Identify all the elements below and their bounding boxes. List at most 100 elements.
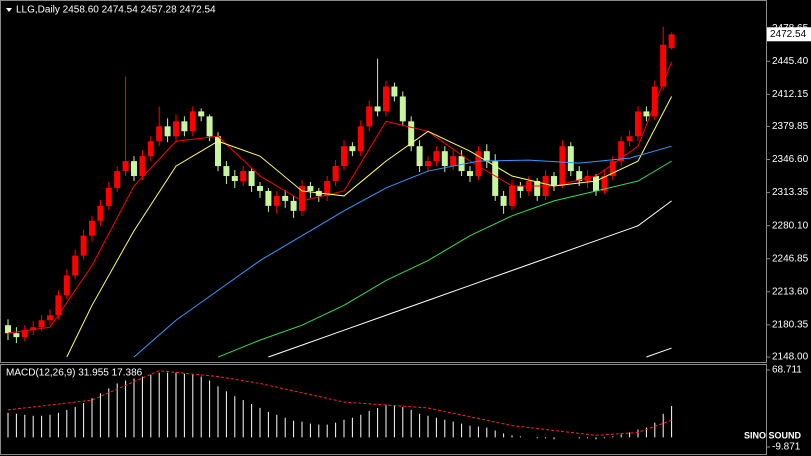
y-tick-label: 2412.15 bbox=[772, 89, 809, 100]
candle-body bbox=[231, 176, 238, 182]
candle-body bbox=[223, 166, 230, 177]
y-tick-label: 2246.85 bbox=[772, 253, 809, 264]
candle-body bbox=[626, 136, 633, 142]
candle-body bbox=[475, 151, 482, 177]
candle-body bbox=[198, 111, 205, 117]
candle-body bbox=[383, 86, 389, 112]
candle-body bbox=[576, 171, 583, 182]
y-tick-label: 2346.60 bbox=[772, 154, 809, 165]
candle-body bbox=[425, 161, 431, 167]
candle-body bbox=[30, 327, 37, 331]
candle-body bbox=[651, 86, 658, 117]
candle-body bbox=[332, 166, 339, 182]
watermark: SINO SOUND bbox=[744, 430, 802, 440]
candle-body bbox=[534, 181, 541, 196]
candle-body bbox=[21, 330, 28, 338]
macd-tick-label: -9.871 bbox=[772, 442, 801, 453]
candle-body bbox=[500, 195, 507, 206]
candle-body bbox=[324, 181, 331, 196]
candle-body bbox=[164, 126, 171, 137]
candle-body bbox=[105, 187, 112, 206]
candle-body bbox=[189, 111, 196, 132]
moving-average bbox=[646, 347, 672, 358]
candle-body bbox=[156, 126, 163, 142]
candle-body bbox=[660, 44, 667, 87]
candle-body bbox=[72, 255, 79, 276]
candle-body bbox=[173, 121, 179, 137]
candle-body bbox=[97, 205, 104, 221]
candle-body bbox=[366, 106, 373, 127]
candle-body bbox=[55, 295, 62, 316]
menu-arrow bbox=[6, 8, 12, 12]
candle-body bbox=[206, 116, 213, 137]
candle-body bbox=[517, 185, 524, 191]
candle-body bbox=[181, 121, 188, 132]
candle-body bbox=[450, 156, 457, 167]
moving-average bbox=[66, 96, 673, 358]
macd-label: MACD(12,26,9) 31.955 17.386 bbox=[6, 368, 143, 379]
candle-body bbox=[567, 146, 574, 172]
candle-body bbox=[13, 333, 20, 338]
candle-body bbox=[643, 111, 650, 117]
candle-body bbox=[408, 121, 415, 147]
candle-body bbox=[265, 190, 272, 206]
candle-body bbox=[282, 195, 289, 201]
candle-body bbox=[551, 176, 557, 186]
price-tag-box bbox=[767, 27, 811, 42]
price-tag: 2472.54 bbox=[770, 29, 807, 40]
candle-body bbox=[433, 151, 440, 162]
candle-body bbox=[307, 185, 314, 191]
candle-body bbox=[492, 161, 499, 196]
chart-title: LLG,Daily 2458.60 2474.54 2457.28 2472.5… bbox=[16, 5, 216, 16]
candle-body bbox=[114, 171, 121, 188]
candle-body bbox=[399, 96, 406, 122]
candle-body bbox=[38, 320, 45, 328]
moving-average bbox=[133, 145, 672, 358]
candle-body bbox=[374, 106, 381, 112]
y-tick-label: 2280.10 bbox=[772, 220, 809, 231]
moving-average bbox=[268, 200, 672, 358]
candle-body bbox=[441, 151, 448, 167]
candle-body bbox=[635, 111, 641, 137]
candle-body bbox=[139, 156, 146, 177]
macd-tick-label: 68.711 bbox=[772, 365, 802, 376]
moving-average bbox=[7, 61, 673, 334]
candle-body bbox=[273, 195, 280, 206]
candle-body bbox=[341, 146, 347, 167]
candle-body bbox=[5, 325, 11, 334]
candle-body bbox=[89, 220, 95, 236]
candle-body bbox=[80, 235, 87, 256]
macd-frame bbox=[0, 364, 767, 455]
candle-body bbox=[248, 171, 255, 186]
candle-body bbox=[416, 146, 423, 167]
candle-body bbox=[299, 185, 305, 211]
candle-body bbox=[593, 176, 599, 191]
macd-signal bbox=[7, 370, 672, 436]
y-tick-label: 2213.60 bbox=[772, 286, 809, 297]
candle-body bbox=[559, 146, 566, 186]
candle-body bbox=[483, 151, 490, 162]
y-tick-label: 2313.35 bbox=[772, 187, 809, 198]
candle-body bbox=[47, 315, 53, 321]
candle-body bbox=[131, 161, 137, 177]
y-tick-label: 2148.00 bbox=[772, 352, 809, 363]
candle-body bbox=[257, 185, 263, 191]
candle-body bbox=[391, 86, 398, 97]
main-frame bbox=[0, 0, 767, 363]
candle-body bbox=[215, 136, 221, 167]
candle-body bbox=[122, 161, 129, 172]
y-tick-label: 2180.35 bbox=[772, 319, 809, 330]
candle-body bbox=[349, 146, 356, 152]
candle-body bbox=[618, 141, 625, 162]
candle-body bbox=[63, 275, 70, 296]
moving-average bbox=[217, 160, 672, 358]
candle-body bbox=[668, 34, 675, 49]
candle-body bbox=[609, 161, 616, 177]
candle-body bbox=[290, 200, 297, 211]
candle-body bbox=[240, 171, 247, 182]
y-tick-label: 2445.40 bbox=[772, 56, 809, 67]
candle-body bbox=[147, 141, 154, 157]
y-tick-label: 2379.85 bbox=[772, 121, 809, 132]
